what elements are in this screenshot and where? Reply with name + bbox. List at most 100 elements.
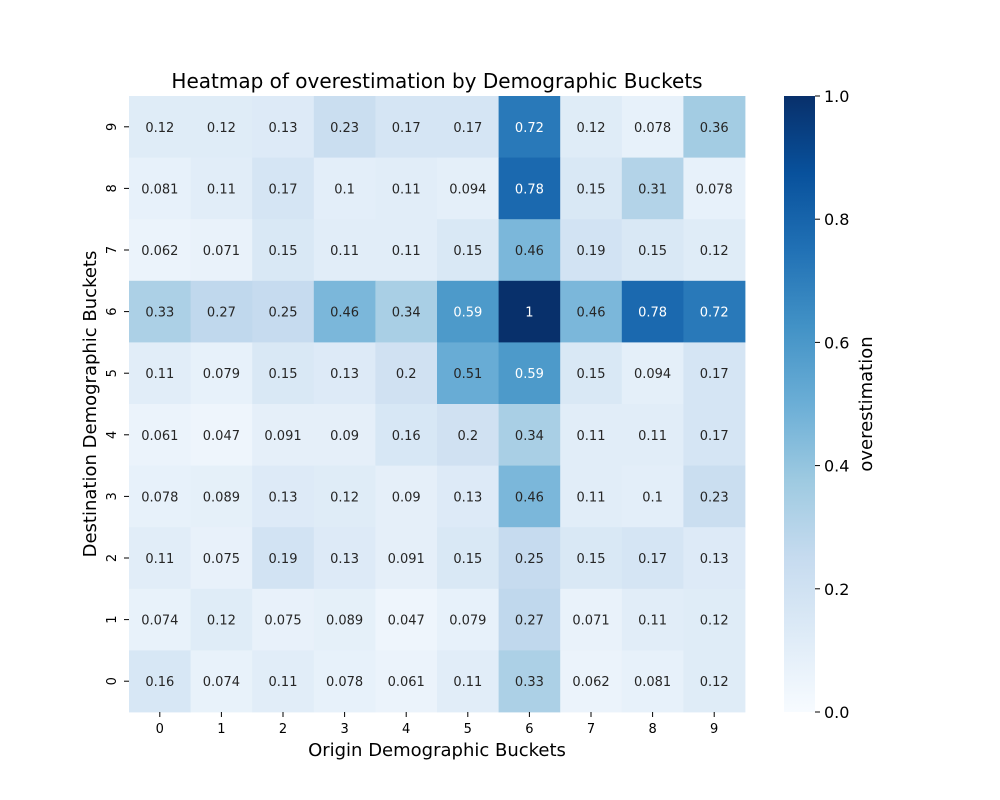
- cell-value-label: 0.061: [141, 429, 178, 444]
- x-tick-label: 7: [587, 722, 595, 737]
- heatmap-cell: [621, 465, 684, 528]
- cell-value-label: 0.078: [326, 675, 363, 690]
- heatmap-cell: [437, 280, 499, 343]
- heatmap-cell: [560, 465, 623, 528]
- cell-value-label: 0.11: [330, 244, 359, 259]
- heatmap-cell: [437, 465, 499, 528]
- cell-value-label: 0.11: [392, 182, 421, 197]
- heatmap-cell: [190, 465, 253, 528]
- cell-value-label: 0.11: [269, 675, 298, 690]
- cell-value-label: 0.11: [577, 490, 606, 505]
- cell-value-label: 0.075: [203, 552, 240, 567]
- cell-value-label: 0.074: [203, 675, 240, 690]
- heatmap-cell: [683, 280, 746, 343]
- cell-value-label: 0.047: [203, 429, 240, 444]
- cell-value-label: 0.27: [515, 614, 544, 629]
- y-tick-label: 3: [105, 492, 120, 500]
- heatmap-cell: [313, 219, 376, 282]
- heatmap-cell: [313, 404, 376, 466]
- heatmap-cell: [621, 342, 684, 405]
- cell-value-label: 0.15: [638, 244, 667, 259]
- heatmap-cell: [129, 588, 191, 651]
- cell-value-label: 0.13: [269, 490, 298, 505]
- cell-value-label: 0.089: [326, 614, 363, 629]
- heatmap-cell: [683, 96, 746, 158]
- heatmap-cell: [190, 219, 253, 282]
- cell-value-label: 0.19: [269, 552, 298, 567]
- heatmap-cell: [375, 588, 438, 651]
- heatmap-cell: [683, 342, 746, 405]
- heatmap-cell: [375, 527, 438, 590]
- chart-title: Heatmap of overestimation by Demographic…: [171, 69, 702, 93]
- cell-value-label: 0.13: [700, 552, 729, 567]
- heatmap-cell: [621, 527, 684, 590]
- cell-value-label: 0.33: [515, 675, 544, 690]
- cell-value-label: 0.15: [453, 244, 482, 259]
- heatmap-cell: [498, 465, 561, 528]
- heatmap-cell: [129, 650, 191, 713]
- heatmap-cell: [190, 157, 253, 220]
- heatmap-cell: [190, 280, 253, 343]
- cell-value-label: 0.091: [388, 552, 425, 567]
- heatmap-cell: [621, 404, 684, 466]
- heatmap-cell: [129, 342, 191, 405]
- cell-value-label: 0.078: [696, 182, 733, 197]
- heatmap-cell: [313, 157, 376, 220]
- cell-value-label: 1: [525, 306, 533, 321]
- cell-value-label: 0.12: [145, 121, 174, 136]
- heatmap-cell: [683, 588, 746, 651]
- colorbar-tick-label: 0.6: [824, 333, 849, 352]
- heatmap-cell: [313, 465, 376, 528]
- cell-value-label: 0.12: [207, 121, 236, 136]
- cell-value-label: 0.15: [577, 367, 606, 382]
- heatmap-cell: [375, 465, 438, 528]
- colorbar-ticks: 0.0 0.2 0.4 0.6 0.8 1.0: [815, 87, 849, 722]
- heatmap-cell: [560, 280, 623, 343]
- heatmap-cell: [313, 588, 376, 651]
- heatmap-cell: [560, 588, 623, 651]
- cell-value-label: 0.2: [457, 429, 478, 444]
- heatmap-cell: [437, 404, 499, 466]
- heatmap-cell: [252, 465, 315, 528]
- cell-value-label: 0.25: [269, 306, 298, 321]
- cell-value-label: 0.11: [577, 429, 606, 444]
- heatmap-cell: [129, 280, 191, 343]
- heatmap-cell: [190, 96, 253, 158]
- heatmap-cell: [683, 157, 746, 220]
- x-tick-label: 6: [525, 722, 533, 737]
- heatmap-cell: [190, 404, 253, 466]
- cell-value-label: 0.09: [330, 429, 359, 444]
- heatmap-cell: [498, 404, 561, 466]
- heatmap-cell: [621, 650, 684, 713]
- heatmap-cell: [683, 650, 746, 713]
- heatmap-cell: [252, 280, 315, 343]
- cell-value-label: 0.089: [203, 490, 240, 505]
- heatmap-cell: [375, 342, 438, 405]
- cell-value-label: 0.12: [207, 614, 236, 629]
- colorbar-tick-label: 1.0: [824, 87, 849, 106]
- heatmap-cell: [498, 157, 561, 220]
- heatmap-cell: [313, 96, 376, 158]
- cell-value-label: 0.36: [700, 121, 729, 136]
- colorbar-gradient: [784, 96, 815, 712]
- heatmap-cell: [129, 465, 191, 528]
- heatmap-cell: [498, 280, 561, 343]
- cell-value-label: 0.31: [638, 182, 667, 197]
- cell-value-label: 0.23: [700, 490, 729, 505]
- y-tick-label: 7: [105, 246, 120, 254]
- heatmap-cell: [498, 588, 561, 651]
- cell-value-label: 0.11: [145, 367, 174, 382]
- heatmap-cell: [498, 96, 561, 158]
- cell-value-label: 0.46: [577, 306, 606, 321]
- cell-value-label: 0.17: [700, 429, 729, 444]
- cell-value-label: 0.091: [264, 429, 301, 444]
- heatmap-cell: [252, 219, 315, 282]
- heatmap-cell: [313, 527, 376, 590]
- colorbar-tick-label: 0.4: [824, 457, 849, 476]
- heatmap-cell: [252, 527, 315, 590]
- cell-value-label: 0.12: [330, 490, 359, 505]
- heatmap-cell: [437, 588, 499, 651]
- y-tick-label: 5: [105, 369, 120, 377]
- heatmap-cell: [683, 527, 746, 590]
- cell-value-label: 0.13: [269, 121, 298, 136]
